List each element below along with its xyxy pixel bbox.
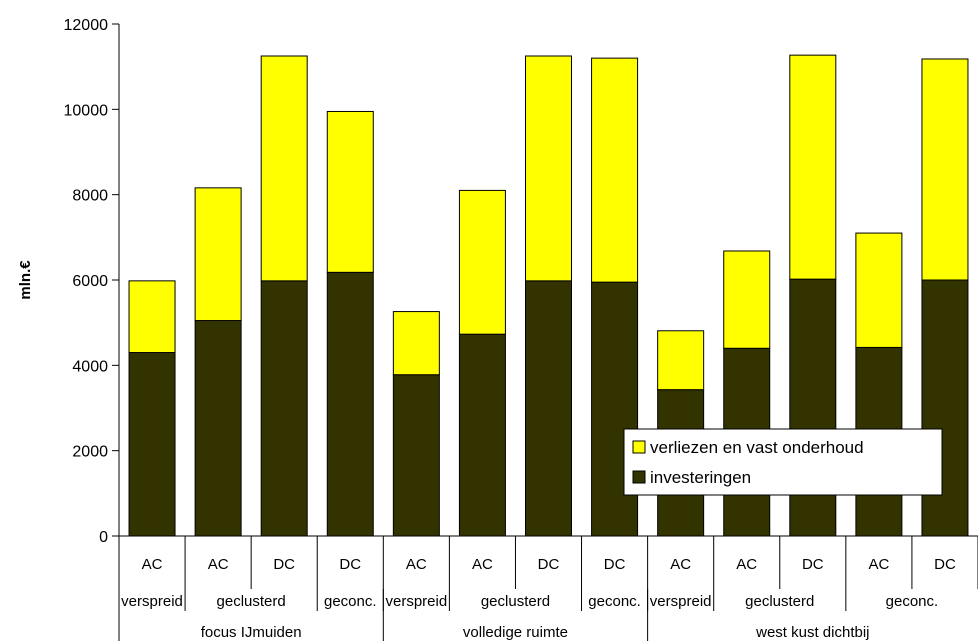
x-category-label: DC <box>538 556 560 573</box>
x-group-label: geclusterd <box>481 593 550 610</box>
y-tick-label: 4000 <box>72 358 108 375</box>
x-category-label: AC <box>406 556 427 573</box>
bar-verliezen-9 <box>723 250 771 349</box>
bar-verliezen-0 <box>128 280 176 354</box>
x-category-label: DC <box>339 556 361 573</box>
y-tick-label: 10000 <box>64 102 109 119</box>
x-group-label: verspreid <box>650 593 712 610</box>
legend-label-verliezen: verliezen en vast onderhoud <box>650 438 864 457</box>
x-category-label: AC <box>208 556 229 573</box>
bar-verliezen-7 <box>591 57 639 283</box>
bar-verliezen-2 <box>260 55 308 282</box>
bar-verliezen-1 <box>194 187 242 322</box>
bar-investeringen-5 <box>458 333 506 537</box>
bar-investeringen-1 <box>194 320 242 537</box>
x-category-label: DC <box>802 556 824 573</box>
bar-verliezen-11 <box>855 232 903 348</box>
x-category-label: AC <box>670 556 691 573</box>
bar-verliezen-4 <box>392 311 440 376</box>
bar-verliezen-6 <box>525 55 572 282</box>
y-tick-label: 12000 <box>64 17 109 34</box>
y-tick-label: 0 <box>99 529 108 546</box>
x-category-label: DC <box>604 556 626 573</box>
y-tick-label: 6000 <box>72 273 108 290</box>
x-group-label: geclusterd <box>217 593 286 610</box>
bar-verliezen-5 <box>458 189 506 335</box>
bar-verliezen-8 <box>657 330 705 391</box>
x-section-label: west kust dichtbij <box>755 624 869 641</box>
bar-verliezen-10 <box>789 54 837 280</box>
x-category-label: DC <box>273 556 295 573</box>
x-group-label: geconc. <box>324 593 377 610</box>
x-category-label: AC <box>868 556 889 573</box>
x-section-label: volledige ruimte <box>463 624 568 641</box>
legend-box <box>623 428 943 496</box>
x-category-label: DC <box>934 556 956 573</box>
bar-investeringen-6 <box>525 280 572 537</box>
bar-verliezen-12 <box>921 58 969 281</box>
x-category-label: AC <box>142 556 163 573</box>
x-section-label: focus IJmuiden <box>201 624 302 641</box>
bar-investeringen-7 <box>591 281 639 537</box>
y-axis-label: mln.€ <box>17 260 34 300</box>
x-category-label: AC <box>736 556 757 573</box>
y-tick-label: 8000 <box>72 188 108 205</box>
x-group-label: geconc. <box>588 593 641 610</box>
bar-investeringen-4 <box>392 374 440 537</box>
bar-verliezen-3 <box>326 110 374 273</box>
bar-investeringen-10 <box>789 278 837 537</box>
x-group-label: verspreid <box>385 593 447 610</box>
x-category-label: AC <box>472 556 493 573</box>
y-tick-label: 2000 <box>72 444 108 461</box>
legend-swatch-verliezen <box>632 440 646 454</box>
bar-investeringen-2 <box>260 280 308 537</box>
bar-investeringen-12 <box>921 279 969 537</box>
legend-swatch-investeringen <box>632 470 646 484</box>
bar-investeringen-3 <box>326 271 374 537</box>
x-group-label: verspreid <box>121 593 183 610</box>
x-group-label: geclusterd <box>745 593 814 610</box>
x-group-label: geconc. <box>886 593 939 610</box>
legend-label-investeringen: investeringen <box>650 468 751 487</box>
bar-investeringen-0 <box>128 352 176 537</box>
